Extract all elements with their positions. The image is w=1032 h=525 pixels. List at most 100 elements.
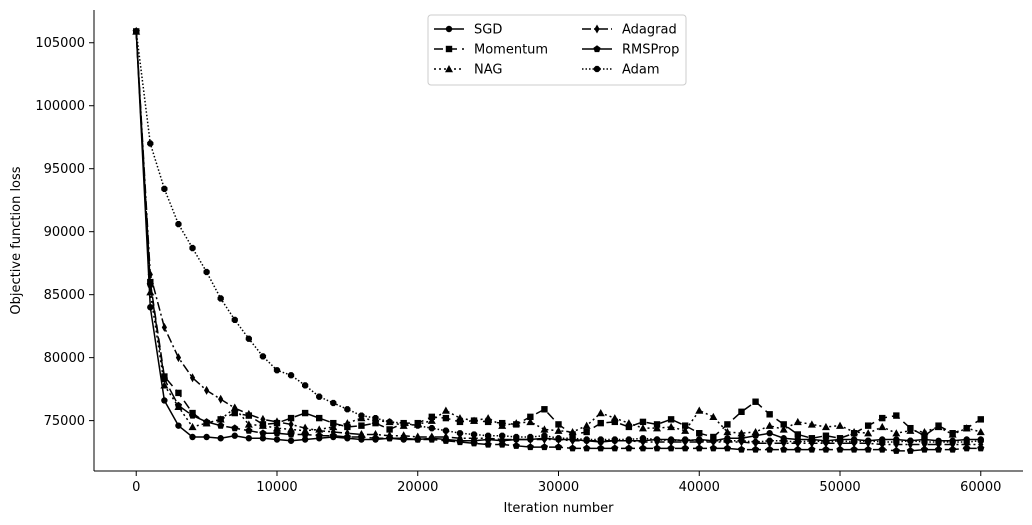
data-point-sgd [766, 430, 773, 437]
data-point-nag [287, 425, 296, 433]
data-point-rmsprop [442, 436, 450, 444]
data-point-rmsprop [400, 434, 408, 442]
data-point-adam [147, 140, 154, 147]
data-point-adam [245, 335, 252, 342]
data-point-adam [766, 437, 773, 444]
data-point-momentum [583, 428, 590, 436]
data-point-rmsprop [766, 445, 774, 453]
data-point-adam [935, 438, 942, 446]
data-point-nag [878, 422, 887, 431]
legend-marker-nag [445, 65, 453, 73]
data-point-nag [427, 416, 436, 424]
data-point-momentum [710, 433, 717, 441]
data-point-rmsprop [428, 435, 436, 443]
data-point-nag [582, 421, 591, 429]
data-point-nag [610, 414, 619, 422]
data-point-rmsprop [315, 431, 323, 439]
data-point-rmsprop [287, 430, 295, 438]
data-point-momentum [977, 416, 984, 423]
legend-marker-rmsprop [593, 45, 601, 53]
data-point-rmsprop [202, 418, 211, 425]
data-point-adam [724, 437, 731, 444]
data-point-rmsprop [808, 445, 816, 453]
x-tick-label: 0 [132, 480, 140, 495]
data-point-rmsprop [371, 434, 380, 442]
data-point-momentum [442, 414, 450, 422]
data-point-rmsprop [470, 439, 478, 447]
data-point-adam [189, 244, 196, 252]
data-point-rmsprop [160, 375, 168, 383]
data-point-nag [821, 422, 830, 431]
y-tick-label: 105000 [35, 36, 85, 51]
data-point-rmsprop [554, 443, 563, 451]
data-point-adagrad [161, 322, 167, 332]
data-point-adagrad [218, 394, 224, 404]
data-point-momentum [344, 423, 351, 431]
data-point-nag [906, 426, 915, 434]
series-sgd [133, 28, 984, 446]
data-point-adam [316, 393, 323, 400]
y-tick-label: 85000 [44, 288, 85, 303]
data-point-nag [807, 420, 816, 428]
data-point-adam [428, 425, 435, 432]
data-point-adam [330, 399, 337, 407]
y-axis-title: Objective function loss [9, 166, 24, 314]
data-point-adam [273, 367, 281, 374]
data-point-rmsprop [906, 447, 915, 454]
data-point-nag [188, 422, 197, 431]
data-point-adam [836, 437, 844, 444]
legend-item-sgd: SGD [434, 23, 502, 38]
data-point-momentum [822, 432, 830, 439]
data-point-nag [244, 420, 253, 428]
data-point-sgd [147, 304, 154, 311]
data-point-momentum [597, 419, 604, 427]
data-point-sgd [245, 435, 253, 442]
data-point-adam [442, 427, 450, 434]
legend-label-sgd: SGD [474, 23, 502, 38]
data-point-rmsprop [653, 444, 661, 452]
data-point-adam [287, 372, 295, 379]
data-point-rmsprop [723, 444, 732, 452]
data-point-momentum [287, 414, 295, 422]
data-point-adam [963, 438, 970, 446]
data-point-momentum [639, 418, 647, 426]
data-point-momentum [301, 409, 309, 417]
series-line-adagrad [135, 31, 981, 446]
data-point-nag [793, 417, 802, 426]
data-point-nag [976, 427, 985, 436]
data-point-adam [161, 185, 168, 192]
y-tick-label: 75000 [44, 414, 85, 429]
x-tick-label: 20000 [397, 480, 438, 495]
data-point-rmsprop [977, 444, 985, 452]
data-point-momentum [484, 418, 492, 426]
data-point-rmsprop [245, 426, 253, 434]
legend-item-momentum: Momentum [434, 43, 548, 58]
data-point-rmsprop [934, 445, 943, 453]
data-point-rmsprop [498, 440, 506, 448]
data-point-nag [258, 421, 267, 429]
data-point-adam [780, 437, 787, 444]
data-point-momentum [527, 413, 534, 421]
data-point-adam [456, 430, 464, 437]
data-point-adam [710, 437, 717, 444]
legend-item-nag: NAG [434, 63, 502, 78]
legend-label-rmsprop: RMSProp [622, 43, 679, 58]
data-point-adam [865, 437, 872, 444]
data-point-rmsprop [484, 440, 492, 448]
data-point-adam [921, 438, 928, 446]
data-point-adam [611, 436, 618, 443]
data-point-rmsprop [737, 445, 746, 453]
plot-area: 0 10000 20000 30000 40000 50000 60000 75000 800… [35, 10, 1023, 495]
x-tick-label: 50000 [819, 480, 860, 495]
data-point-rmsprop [540, 443, 549, 451]
data-point-adam [893, 438, 900, 446]
series-line-sgd [135, 31, 981, 443]
data-point-adam [977, 437, 984, 444]
data-point-momentum [921, 432, 928, 439]
data-point-adagrad [274, 417, 280, 427]
data-point-adam [569, 435, 576, 442]
data-point-momentum [766, 411, 773, 418]
data-point-rmsprop [709, 444, 717, 452]
data-point-momentum [541, 406, 548, 413]
data-point-rmsprop [597, 444, 605, 452]
